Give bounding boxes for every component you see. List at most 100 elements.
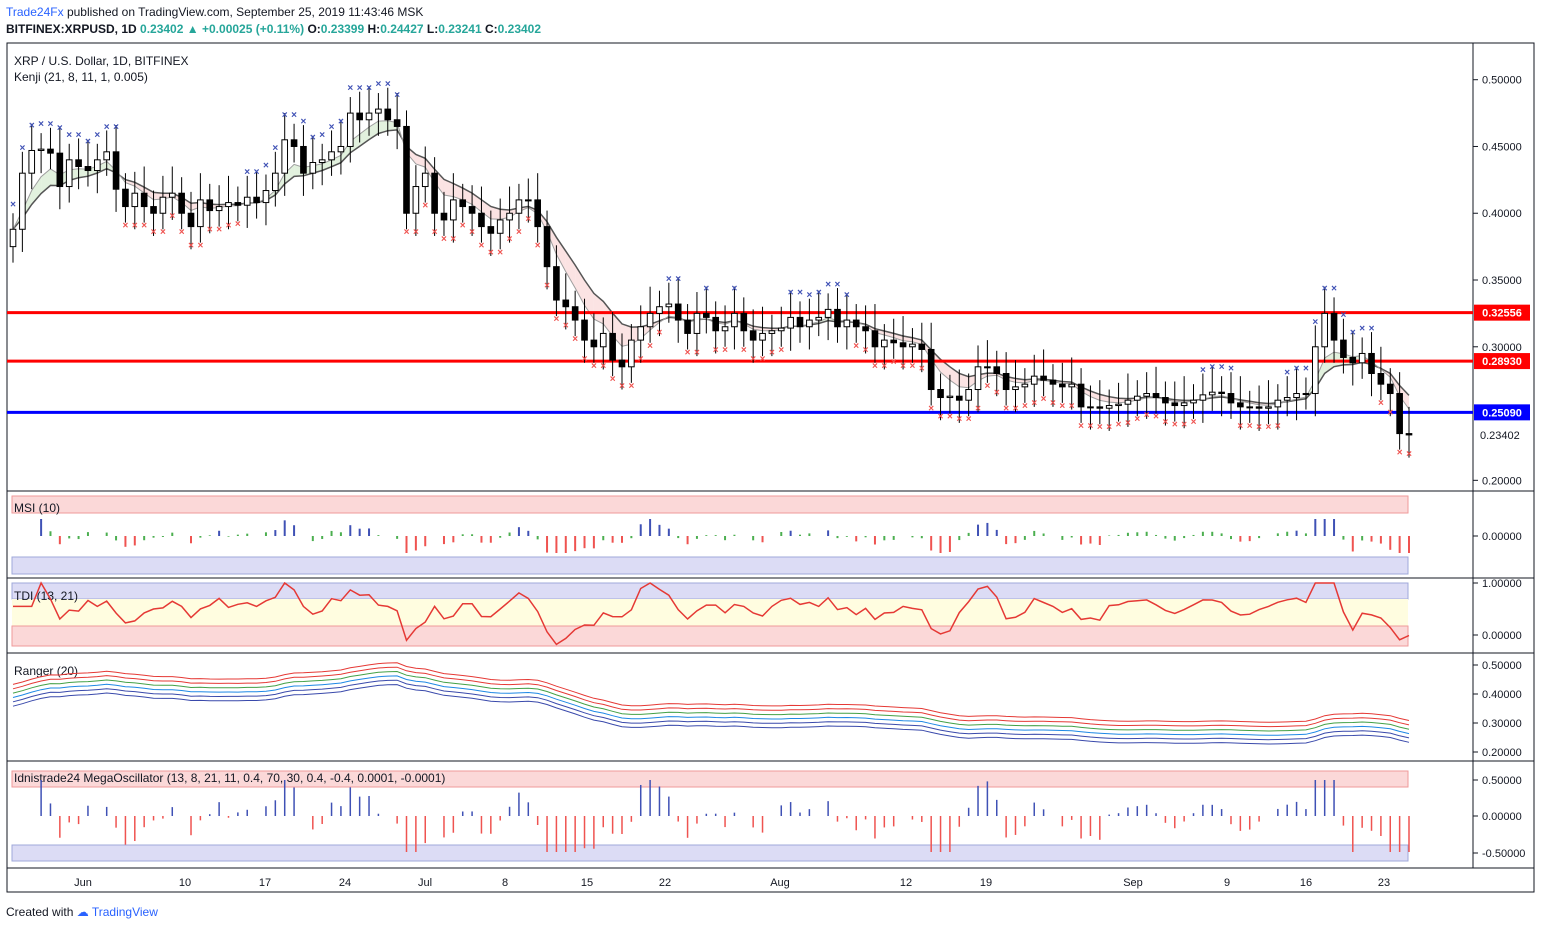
sell-marker: × — [769, 347, 775, 358]
level-price-label: 0.32556 — [1482, 308, 1522, 320]
candle — [937, 389, 944, 399]
x-tick-label: 23 — [1378, 877, 1390, 889]
sell-marker: × — [226, 221, 232, 232]
buy-marker: × — [310, 133, 316, 144]
candle — [740, 312, 748, 332]
sell-marker: × — [497, 247, 503, 258]
sell-marker: × — [647, 341, 653, 352]
candle — [581, 319, 588, 341]
sell-marker: × — [1050, 398, 1056, 409]
sell-marker: × — [582, 354, 588, 365]
candle — [225, 202, 232, 208]
sell-marker: × — [778, 345, 784, 356]
candle — [1293, 393, 1300, 399]
candle — [28, 149, 36, 174]
ranger-line — [12, 670, 1410, 732]
x-tick-label: 17 — [259, 877, 271, 889]
buy-marker: × — [357, 83, 363, 94]
candle — [384, 108, 392, 121]
candle — [965, 389, 972, 401]
sell-marker: × — [188, 241, 194, 252]
author-link[interactable]: Trade24Fx — [6, 5, 64, 19]
publish-line: Trade24Fx published on TradingView.com, … — [6, 5, 423, 19]
sell-marker: × — [1153, 412, 1159, 423]
kenji-band-fill — [472, 193, 482, 212]
sell-marker: × — [450, 234, 456, 245]
candle — [1190, 399, 1197, 404]
sell-marker: × — [694, 347, 700, 358]
mega-title: Idnistrade24 MegaOscillator (13, 8, 21, … — [14, 771, 445, 785]
level-price-tag — [1474, 304, 1530, 321]
x-tick-label: 19 — [980, 877, 992, 889]
candle — [1096, 406, 1104, 409]
candle — [150, 206, 157, 214]
sell-marker: × — [1397, 448, 1403, 459]
buy-marker: × — [1219, 362, 1225, 373]
candle — [1021, 383, 1029, 388]
candle — [787, 316, 794, 329]
sell-marker: × — [479, 241, 485, 252]
buy-marker: × — [835, 279, 841, 290]
candle — [1143, 393, 1150, 397]
candle — [328, 151, 335, 161]
buy-marker: × — [385, 79, 391, 90]
sell-marker: × — [1266, 422, 1272, 433]
candle — [1040, 375, 1047, 381]
sell-marker: × — [535, 241, 541, 252]
candle — [215, 206, 223, 212]
sell-marker: × — [722, 345, 728, 356]
sell-marker: × — [1181, 420, 1187, 431]
sell-marker: × — [891, 357, 897, 368]
buy-marker: × — [675, 274, 681, 285]
candle — [1124, 399, 1132, 405]
candle — [1162, 397, 1169, 404]
sell-marker: × — [422, 201, 428, 212]
candle — [515, 199, 523, 214]
buy-marker: × — [394, 90, 400, 101]
sell-marker: × — [600, 361, 606, 372]
sell-marker: × — [685, 347, 691, 358]
candle — [75, 159, 82, 168]
buy-marker: × — [788, 287, 794, 298]
y-tick-label: 0.00000 — [1482, 811, 1522, 823]
candle — [1059, 383, 1066, 388]
sell-marker: × — [1097, 422, 1103, 433]
candle — [393, 119, 401, 127]
buy-marker: × — [301, 116, 307, 127]
buy-marker: × — [282, 110, 288, 121]
candle — [881, 339, 888, 348]
candle — [759, 332, 766, 341]
buy-marker: × — [366, 83, 372, 94]
kenji-band-fill — [350, 134, 360, 153]
publish-info: published on TradingView.com, September … — [66, 5, 424, 19]
sell-marker: × — [1406, 449, 1412, 460]
sell-marker: × — [1041, 394, 1047, 405]
level-price-tag — [1474, 353, 1530, 370]
y-tick-label: 0.40000 — [1482, 689, 1522, 701]
candle — [197, 199, 204, 228]
sell-marker: × — [235, 219, 241, 230]
candle — [1152, 393, 1160, 399]
candle — [693, 312, 701, 334]
ranger-line — [12, 679, 1410, 741]
candle — [777, 327, 785, 332]
tradingview-link[interactable]: TradingView — [91, 905, 158, 919]
kenji-band-fill — [893, 333, 904, 341]
sell-marker: × — [216, 225, 222, 236]
buy-marker: × — [19, 143, 25, 154]
sell-marker: × — [994, 387, 1000, 398]
sell-marker: × — [516, 227, 522, 238]
sell-marker: × — [938, 412, 944, 423]
candle — [403, 125, 410, 214]
candle — [140, 192, 148, 208]
created-with-label: Created with — [6, 905, 74, 919]
candle — [346, 112, 354, 147]
sell-marker: × — [919, 363, 925, 374]
kenji-band-fill — [490, 206, 501, 220]
sell-marker: × — [1022, 401, 1028, 412]
buy-marker: × — [1228, 364, 1234, 375]
sell-marker: × — [591, 361, 597, 372]
candle — [590, 339, 598, 348]
ranger-line — [12, 666, 1410, 728]
